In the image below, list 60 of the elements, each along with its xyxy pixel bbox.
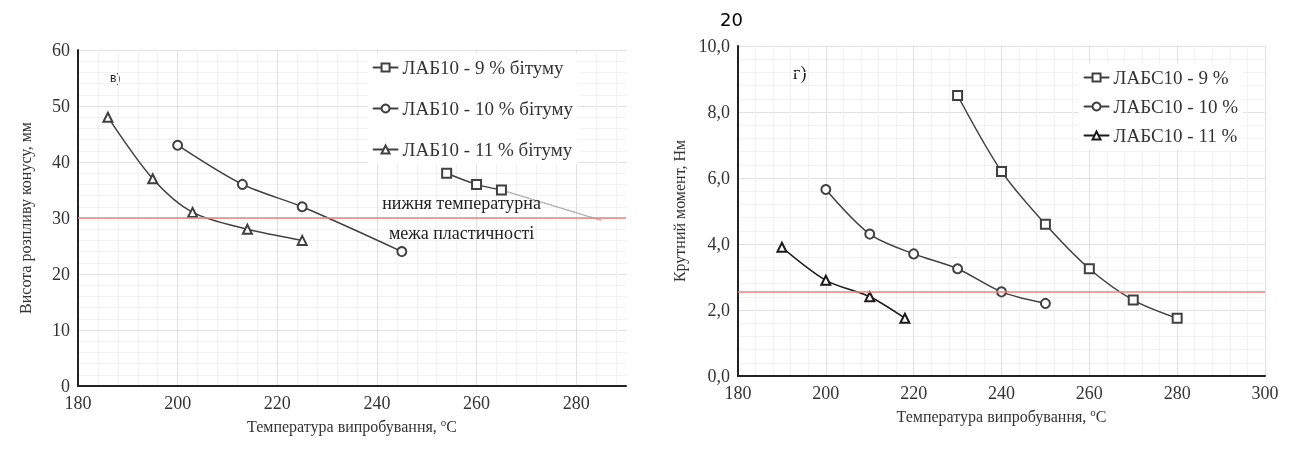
y-tick-label: 30 <box>52 208 70 228</box>
point <box>1039 218 1051 230</box>
point <box>776 241 788 253</box>
point <box>899 312 911 324</box>
x-tick-label: 260 <box>1075 383 1103 403</box>
ref-line-label: нижня температурна межа пластичності <box>382 193 541 243</box>
x-tick-label: 300 <box>1251 383 1279 403</box>
legend-label: ЛАБС10 - 9 % <box>1113 67 1229 88</box>
point <box>495 184 507 196</box>
y-axis-title: Висота розпливу конусу, мм <box>16 122 35 314</box>
legend-label: ЛАБС10 - 10 % <box>1113 96 1239 117</box>
point <box>1039 297 1051 309</box>
point <box>952 90 964 101</box>
x-tick-label: 180 <box>64 393 92 413</box>
point <box>236 178 248 190</box>
y-tick-label: 50 <box>52 96 70 116</box>
x-tick-label: 220 <box>900 383 928 403</box>
x-tick-label: 240 <box>363 393 391 413</box>
y-axis-title: Крутний момент, Нм <box>671 139 690 283</box>
legend-label: ЛАБ10 - 11 % бітуму <box>402 139 573 160</box>
x-tick-label: 280 <box>1163 383 1191 403</box>
x-tick-label: 240 <box>988 383 1015 403</box>
y-tick-label: 0 <box>61 376 70 396</box>
point <box>1171 312 1183 324</box>
point <box>172 139 184 151</box>
point <box>1127 294 1139 306</box>
y-tick-label: 0,0 <box>707 366 730 386</box>
point <box>820 184 832 196</box>
point <box>441 167 453 179</box>
legend-label: ЛАБ10 - 9 % бітуму <box>402 57 564 78</box>
legend-label: ЛАБ10 - 10 % бітуму <box>402 98 574 119</box>
point <box>102 111 114 123</box>
y-tick-label: 60 <box>52 40 70 60</box>
point <box>820 274 832 286</box>
y-tick-label: 6,0 <box>707 168 730 188</box>
point <box>996 165 1007 177</box>
y-tick-label: 20 <box>52 264 70 284</box>
point <box>147 173 159 185</box>
x-tick-label: 180 <box>724 383 752 403</box>
point <box>241 223 253 235</box>
legend-label: ЛАБС10 - 11 % <box>1113 125 1238 146</box>
point <box>864 291 876 303</box>
x-tick-label: 260 <box>463 393 491 413</box>
y-tick-label: 10,0 <box>698 36 730 56</box>
point <box>864 228 876 240</box>
y-tick-label: 4,0 <box>707 234 730 254</box>
point <box>296 201 308 213</box>
point <box>952 263 964 275</box>
y-tick-label: 40 <box>52 152 70 172</box>
x-tick-label: 280 <box>562 393 590 413</box>
point <box>1083 263 1095 275</box>
y-tick-label: 10 <box>52 320 70 340</box>
x-tick-label: 200 <box>812 383 840 403</box>
y-tick-label: 2,0 <box>707 300 730 320</box>
x-tick-label: 200 <box>164 393 192 413</box>
x-tick-label: 220 <box>263 393 291 413</box>
point <box>296 234 308 246</box>
y-tick-label: 8,0 <box>707 102 730 122</box>
point <box>908 248 920 260</box>
point <box>396 246 408 258</box>
